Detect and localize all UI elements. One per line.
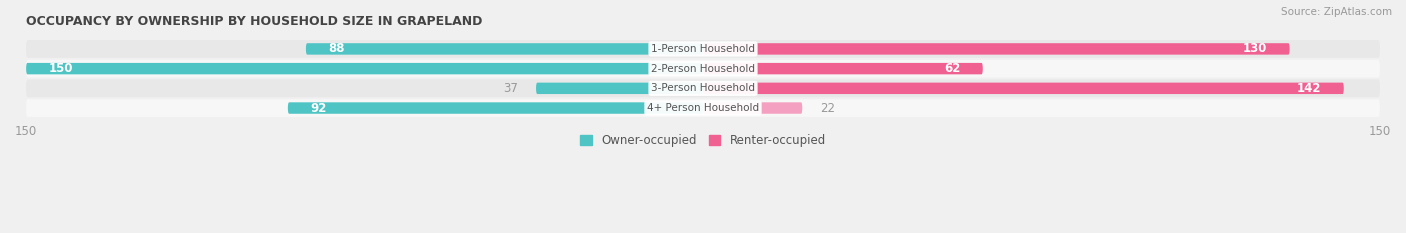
FancyBboxPatch shape — [703, 63, 983, 74]
Text: 2-Person Household: 2-Person Household — [651, 64, 755, 74]
Text: 3-Person Household: 3-Person Household — [651, 83, 755, 93]
Text: 4+ Person Household: 4+ Person Household — [647, 103, 759, 113]
Text: 1-Person Household: 1-Person Household — [651, 44, 755, 54]
Text: 62: 62 — [943, 62, 960, 75]
Text: 88: 88 — [329, 42, 344, 55]
Legend: Owner-occupied, Renter-occupied: Owner-occupied, Renter-occupied — [575, 129, 831, 152]
FancyBboxPatch shape — [703, 102, 803, 114]
Text: 150: 150 — [49, 62, 73, 75]
Text: 130: 130 — [1243, 42, 1267, 55]
FancyBboxPatch shape — [288, 102, 703, 114]
FancyBboxPatch shape — [307, 43, 703, 55]
FancyBboxPatch shape — [27, 60, 1379, 78]
Text: 142: 142 — [1296, 82, 1322, 95]
FancyBboxPatch shape — [536, 83, 703, 94]
Text: 37: 37 — [503, 82, 517, 95]
Text: 92: 92 — [311, 102, 326, 115]
FancyBboxPatch shape — [27, 99, 1379, 117]
FancyBboxPatch shape — [703, 43, 1289, 55]
Text: Source: ZipAtlas.com: Source: ZipAtlas.com — [1281, 7, 1392, 17]
FancyBboxPatch shape — [27, 63, 703, 74]
Text: OCCUPANCY BY OWNERSHIP BY HOUSEHOLD SIZE IN GRAPELAND: OCCUPANCY BY OWNERSHIP BY HOUSEHOLD SIZE… — [27, 15, 482, 28]
FancyBboxPatch shape — [27, 79, 1379, 97]
FancyBboxPatch shape — [703, 83, 1344, 94]
FancyBboxPatch shape — [27, 40, 1379, 58]
Text: 22: 22 — [820, 102, 835, 115]
